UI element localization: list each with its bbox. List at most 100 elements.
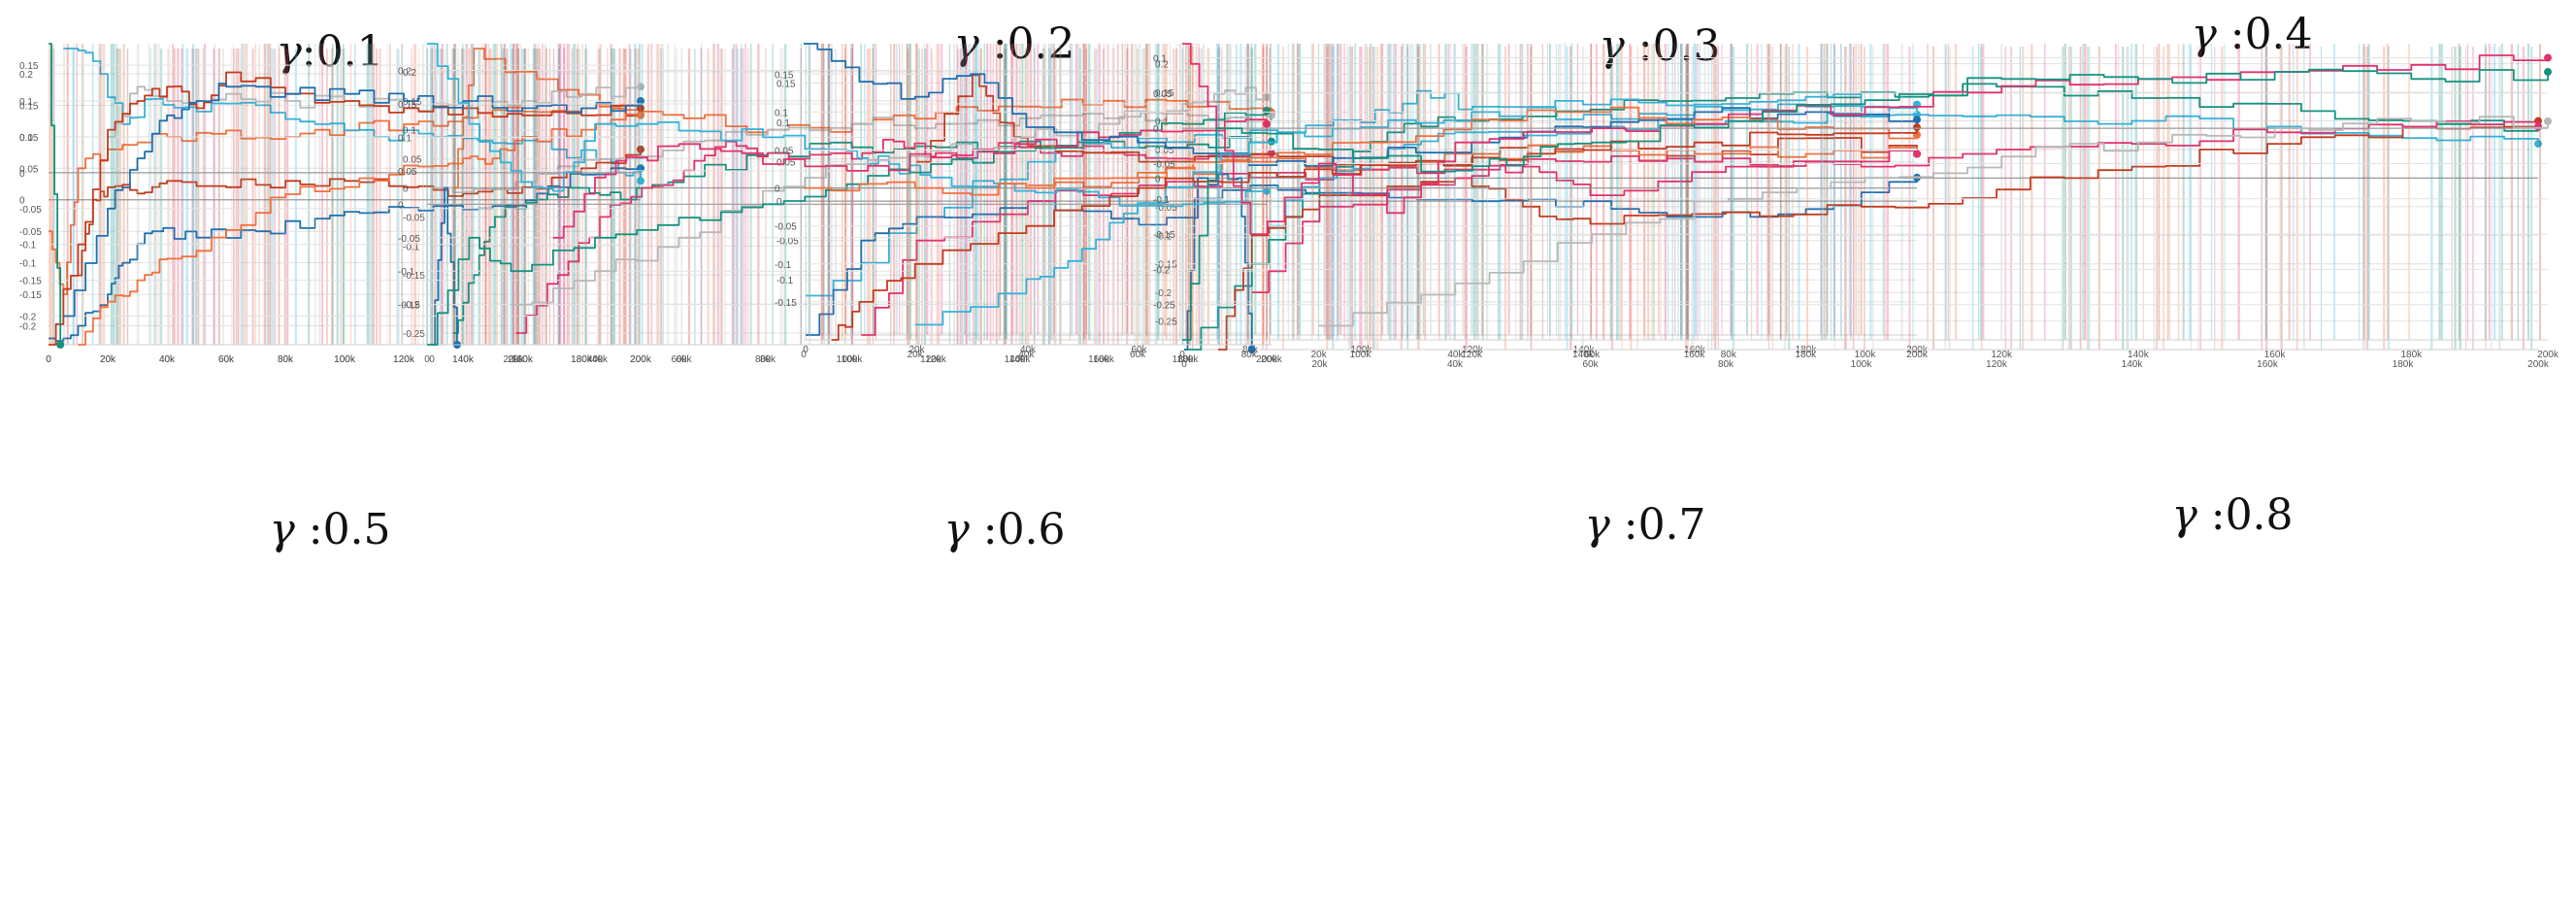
x-tick-label: 0 bbox=[1179, 350, 1185, 360]
chart-panel: 0.10.050-0.05-0.1-0.15-0.2-0.250 20k 40k 60… bbox=[1153, 43, 2559, 360]
y-tick-label: -0.05 bbox=[776, 237, 799, 248]
y-tick-label: 0.05 bbox=[1155, 146, 1174, 156]
title-symbol: γ bbox=[953, 19, 978, 69]
x-tick-label: 200k bbox=[1256, 354, 1278, 365]
chart-title: γ :0.8 bbox=[2171, 490, 2293, 540]
x-tick-label: 80k bbox=[278, 354, 294, 365]
y-tick-label: -0.15 bbox=[19, 277, 42, 287]
x-tick-label: 20k bbox=[908, 350, 924, 360]
background-stripes bbox=[808, 44, 1885, 335]
x-tick-label: 200k bbox=[630, 354, 652, 365]
x-tick-label: 120k bbox=[393, 354, 415, 365]
series-end-point bbox=[1268, 111, 1275, 119]
y-tick-label: -0.2 bbox=[19, 322, 37, 333]
series-line bbox=[432, 186, 458, 346]
series-line bbox=[1217, 120, 2539, 351]
series-line bbox=[63, 48, 642, 182]
title-value: 0.5 bbox=[322, 505, 391, 554]
y-tick-label: 0.05 bbox=[776, 158, 796, 169]
y-tick-label: -0.25 bbox=[1153, 301, 1175, 312]
y-tick-label: -0.1 bbox=[1153, 195, 1171, 206]
x-tick-label: 200k bbox=[630, 354, 652, 365]
series-line bbox=[63, 83, 642, 318]
x-tick-label: 160k bbox=[512, 354, 534, 365]
x-tick-label: 120k bbox=[393, 354, 415, 365]
y-tick-label: 0.05 bbox=[775, 146, 794, 156]
x-tick-label: 80k bbox=[755, 354, 772, 365]
chart-title: γ:0.1 bbox=[276, 27, 383, 77]
series-line bbox=[511, 86, 1268, 306]
y-tick-label: 0.2 bbox=[403, 68, 416, 79]
x-tick-label: 0 bbox=[429, 354, 435, 365]
x-tick-label: 60k bbox=[1582, 359, 1599, 370]
y-tick-label: -0.1 bbox=[775, 260, 792, 271]
x-tick-label: 0 bbox=[424, 354, 430, 365]
chart-title: γ :0.7 bbox=[1584, 500, 1705, 550]
title-separator: : bbox=[294, 505, 323, 554]
y-tick-label: -0.05 bbox=[19, 205, 42, 216]
title-separator: : bbox=[1624, 21, 1653, 71]
series-line bbox=[552, 118, 1268, 239]
x-tick-label: 180k bbox=[1795, 350, 1817, 360]
y-tick-label: -0.2 bbox=[403, 300, 420, 311]
x-tick-label: 0 bbox=[803, 345, 809, 355]
title-separator: : bbox=[2216, 10, 2245, 59]
y-tick-label: 0 bbox=[776, 197, 782, 208]
series-end-point bbox=[1913, 116, 1921, 124]
chart-panel: 0.20.150.10.050-0.05-0.1-0.150 20k 40k 60k 8… bbox=[398, 43, 1278, 365]
x-tick-label: 120k bbox=[920, 354, 942, 365]
x-tick-label: 140k bbox=[1005, 354, 1027, 365]
title-value: 0.8 bbox=[2225, 490, 2294, 540]
y-tick-label: 0.1 bbox=[775, 108, 788, 118]
x-tick-label: 160k bbox=[1684, 350, 1706, 360]
x-tick-label: 200k bbox=[1906, 350, 1929, 360]
y-tick-label: -0.2 bbox=[19, 312, 37, 322]
series-line bbox=[78, 149, 642, 277]
y-tick-label: 0.15 bbox=[19, 61, 39, 72]
series-line bbox=[1184, 173, 1253, 351]
y-tick-label: 0.15 bbox=[1155, 88, 1174, 99]
y-tick-label: 0.15 bbox=[19, 101, 39, 112]
series-end-point bbox=[2544, 117, 2552, 125]
y-tick-label: 0.15 bbox=[775, 70, 794, 81]
series-line bbox=[1251, 120, 2539, 293]
series-end-point bbox=[1263, 186, 1271, 195]
x-tick-label: 140k bbox=[452, 354, 475, 365]
x-tick-label: 60k bbox=[1130, 350, 1146, 360]
x-tick-label: 0 bbox=[1181, 359, 1187, 370]
title-value: 0.3 bbox=[1652, 21, 1721, 71]
y-tick-label: 0.15 bbox=[398, 100, 417, 111]
x-tick-label: 100k bbox=[334, 354, 356, 365]
x-tick-label: 20k bbox=[503, 354, 519, 365]
x-tick-label: 100k bbox=[1350, 350, 1372, 360]
x-tick-label: 80k bbox=[1718, 359, 1734, 370]
y-tick-label: -0.05 bbox=[1155, 203, 1177, 214]
title-symbol: γ bbox=[269, 505, 295, 554]
y-tick-label: -0.25 bbox=[1155, 318, 1177, 328]
x-tick-label: 0 bbox=[46, 354, 51, 365]
chart-title: γ :0.5 bbox=[269, 505, 390, 554]
y-tick-label: 0.1 bbox=[403, 126, 416, 137]
x-tick-label: 160k bbox=[512, 354, 534, 365]
x-tick-label: 180k bbox=[1177, 354, 1200, 365]
y-tick-label: 0.2 bbox=[398, 67, 412, 78]
y-tick-label: 0.15 bbox=[776, 80, 796, 90]
x-tick-label: 20k bbox=[508, 354, 524, 365]
x-tick-label: 40k bbox=[1020, 345, 1037, 355]
y-tick-label: -0.15 bbox=[1155, 260, 1177, 271]
y-tick-label: -0.1 bbox=[19, 241, 37, 251]
y-tick-label: -0.1 bbox=[403, 242, 420, 252]
title-symbol: γ bbox=[2171, 490, 2197, 540]
y-tick-label: 0 bbox=[1155, 174, 1161, 184]
series-end-point bbox=[2534, 140, 2542, 149]
title-value: 0.2 bbox=[1007, 19, 1075, 69]
x-tick-label: 140k bbox=[1572, 350, 1595, 360]
series-end-point bbox=[637, 83, 644, 91]
y-tick-label: -0.05 bbox=[1153, 159, 1175, 170]
title-symbol: γ bbox=[1584, 500, 1610, 550]
chart-title: γ :0.6 bbox=[943, 505, 1065, 554]
x-tick-label: 60k bbox=[218, 354, 235, 365]
y-tick-label: -0.1 bbox=[776, 276, 794, 286]
series-end-point bbox=[1913, 123, 1921, 132]
